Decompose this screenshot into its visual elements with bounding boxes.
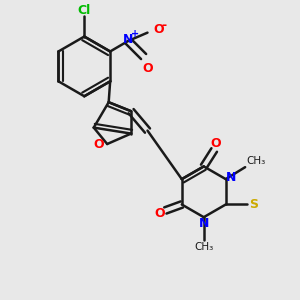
Text: Cl: Cl	[78, 4, 91, 17]
Text: O: O	[210, 137, 221, 150]
Text: O: O	[143, 62, 153, 75]
Text: N: N	[226, 171, 236, 184]
Text: N: N	[123, 33, 133, 46]
Text: O: O	[155, 207, 165, 220]
Text: N: N	[199, 217, 209, 230]
Text: CH₃: CH₃	[194, 242, 213, 252]
Text: O: O	[154, 23, 164, 36]
Text: -: -	[161, 19, 166, 32]
Text: O: O	[94, 137, 104, 151]
Text: +: +	[130, 28, 139, 38]
Text: S: S	[249, 198, 258, 211]
Text: CH₃: CH₃	[247, 156, 266, 166]
